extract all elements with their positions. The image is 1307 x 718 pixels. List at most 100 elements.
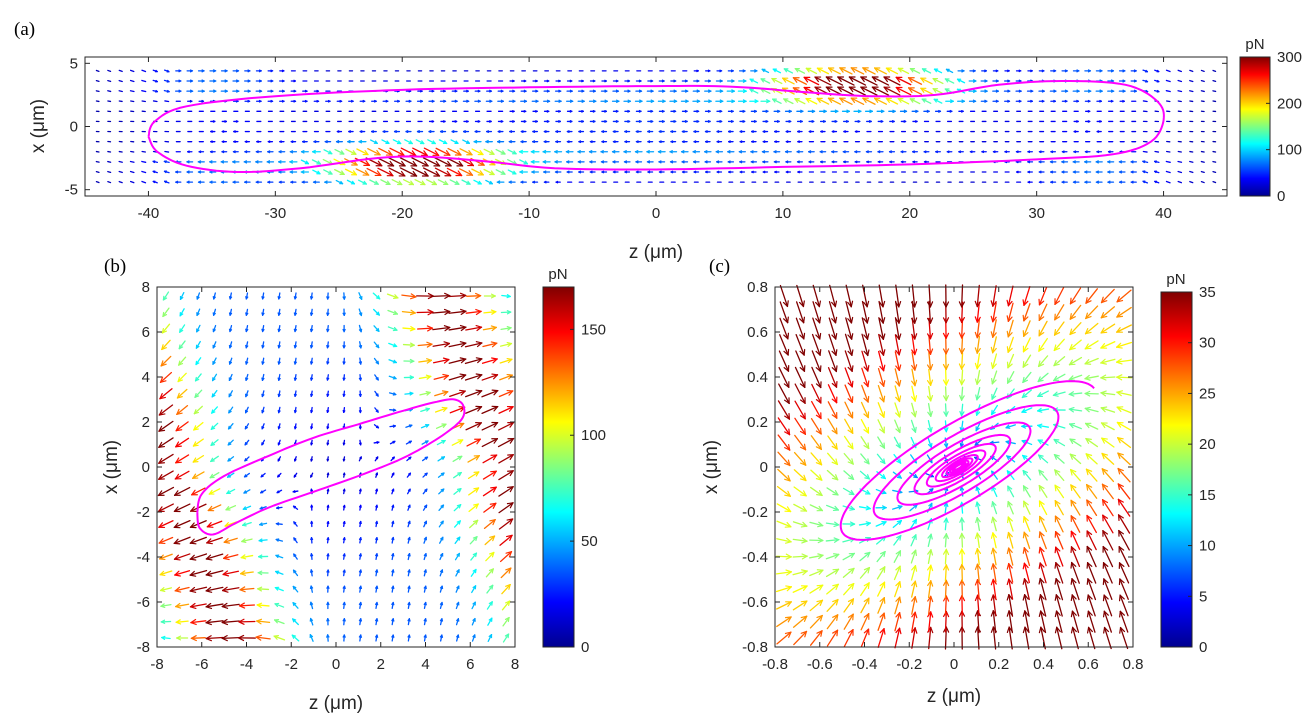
force-arrow [959,386,965,401]
force-arrow [958,150,964,154]
force-arrow [1086,499,1098,517]
force-arrow [423,585,427,593]
force-arrow [543,120,550,123]
force-arrow [543,110,550,113]
force-arrow [1189,170,1194,174]
force-arrow [555,109,561,113]
force-arrow [373,357,380,365]
x-tick-label: -30 [264,205,286,222]
force-arrow [1037,355,1049,368]
force-arrow [189,569,208,577]
force-arrow [210,140,216,143]
force-arrow [646,89,654,93]
force-arrow [1165,160,1171,163]
force-arrow [779,317,790,340]
force-arrow [1073,99,1080,103]
force-arrow [704,160,712,164]
force-arrow [843,435,854,450]
force-arrow [1006,516,1014,532]
force-arrow [1027,180,1033,184]
force-arrow [555,140,562,144]
force-arrow [358,357,363,365]
force-arrow [465,308,482,316]
force-arrow [197,69,205,73]
force-arrow [192,438,204,447]
x-tick-label: 20 [901,205,918,222]
force-arrow [704,120,711,123]
force-arrow [403,358,415,364]
force-arrow [481,389,499,398]
force-arrow [894,612,902,632]
force-arrow [223,537,238,544]
force-arrow [911,368,918,387]
force-arrow [267,99,274,103]
force-arrow [1054,500,1064,516]
force-arrow [704,130,711,133]
force-arrow [1130,160,1137,164]
force-arrow [454,552,461,561]
force-arrow [440,89,446,93]
force-arrow [670,79,677,83]
force-arrow [186,89,194,93]
force-arrow [261,390,265,398]
force-arrow [447,147,462,156]
force-arrow [779,284,789,308]
force-arrow [783,68,794,74]
force-arrow [1102,594,1113,617]
force-arrow [416,130,424,134]
force-arrow [221,635,240,642]
panel-a: (a) -40 -30 -20 -10 0 10 20 30 40-505 z (μm) x (… [14,19,1302,263]
force-arrow [623,89,631,93]
force-arrow [885,97,899,105]
force-arrow [267,79,274,83]
force-arrow [669,160,677,164]
force-arrow [912,160,918,164]
force-arrow [827,384,838,404]
force-arrow [1069,322,1082,336]
colorbar-tick-label: 20 [1199,436,1216,453]
panel-c: (c) -0.8 -0.6 -0.4 -0.2 0 0.2 0.4 0.6 0.8-0.8-0.… [701,256,1216,707]
force-arrow [454,536,461,545]
force-arrow [1004,150,1010,154]
force-arrow [1086,610,1096,633]
panel-c-colorbar-unit: pN [1166,271,1185,288]
force-arrow [499,534,513,546]
panel-b-trajectory [196,398,466,536]
force-arrow [635,79,642,83]
force-arrow [391,488,395,495]
force-arrow [812,301,822,324]
force-arrow [773,150,781,154]
force-arrow [118,170,123,174]
force-arrow [1101,452,1115,465]
force-arrow [624,109,631,113]
force-arrow [1100,288,1115,304]
force-arrow [981,150,987,154]
force-arrow [428,89,435,93]
force-arrow [1052,391,1066,397]
force-arrow [776,537,792,544]
force-arrow [1189,90,1194,93]
force-arrow [291,634,300,642]
force-arrow [129,69,135,73]
force-arrow [279,99,285,103]
x-tick-label: 8 [511,656,519,673]
force-arrow [1102,562,1113,584]
force-arrow [290,99,297,103]
force-arrow [375,585,379,593]
force-arrow [793,630,808,646]
force-arrow [326,423,330,430]
force-arrow [159,570,173,577]
x-tick-label: -10 [518,205,540,222]
force-arrow [878,284,886,308]
force-arrow [406,472,412,478]
force-arrow [543,140,550,144]
force-arrow [751,140,757,144]
force-arrow [1117,452,1131,466]
force-arrow [192,454,205,463]
force-arrow [809,537,824,544]
colorbar-tick-label: 0 [1199,639,1207,656]
panel-a-label: (a) [14,19,35,40]
force-arrow [877,419,885,434]
force-arrow [497,99,504,103]
force-arrow [1022,485,1031,498]
